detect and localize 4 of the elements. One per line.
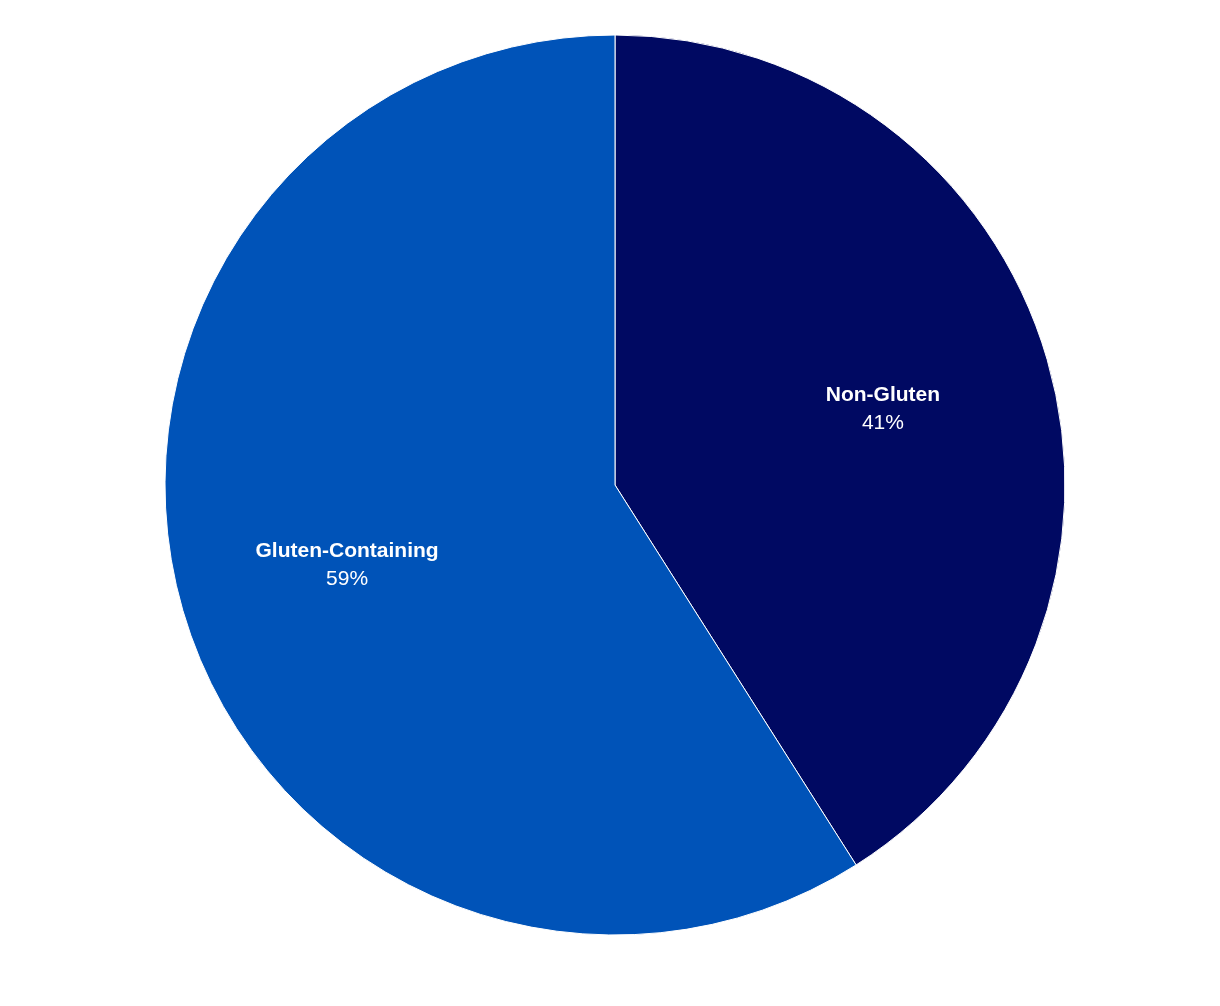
data-label: 59% <box>326 565 369 589</box>
slice-label: Gluten-Containing <box>255 537 439 561</box>
data-label: 41% <box>861 410 904 434</box>
slice-label: Non-Gluten <box>825 382 941 406</box>
